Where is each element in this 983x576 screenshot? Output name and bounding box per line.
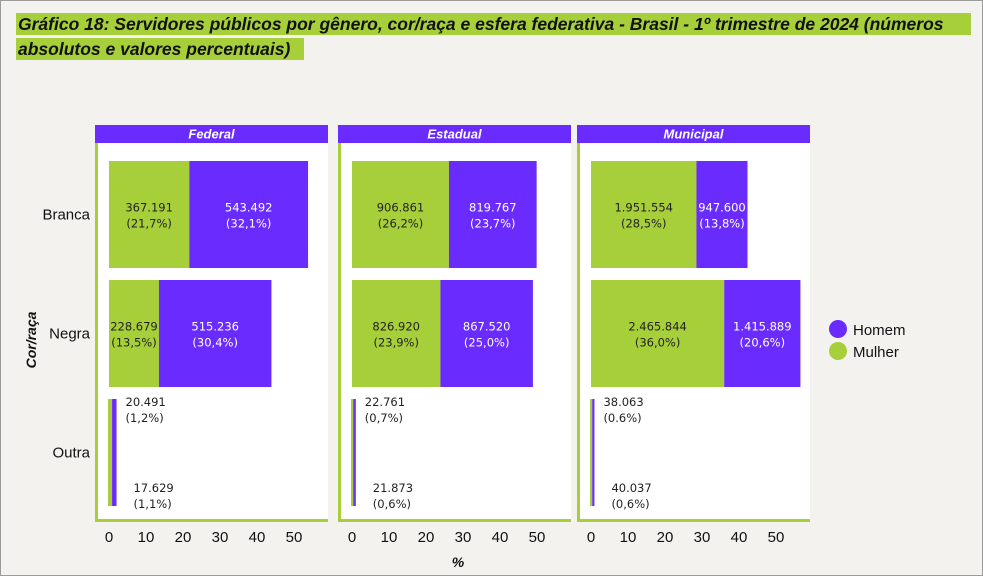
data-label-mulher-value-estadual-outra: 21.873 xyxy=(373,481,413,495)
data-label-homem-value-federal-outra: 20.491 xyxy=(126,395,166,409)
data-label-mulher-pct-federal-branca: (21,7%) xyxy=(126,217,172,231)
data-label-homem-pct-federal-outra: (1,2%) xyxy=(126,411,164,425)
data-label-homem-value-municipal-branca: 947.600 xyxy=(698,201,746,215)
legend-swatch-homem xyxy=(829,320,847,338)
x-tick-estadual-0: 0 xyxy=(348,529,356,546)
legend-label-mulher: Mulher xyxy=(853,344,899,361)
bar-homem-estadual-branca xyxy=(448,161,537,268)
data-label-mulher-pct-estadual-outra: (0,6%) xyxy=(373,497,411,511)
data-label-mulher-pct-estadual-negra: (23,9%) xyxy=(373,336,419,350)
x-tick-municipal-40: 40 xyxy=(731,529,748,546)
data-label-mulher-value-estadual-branca: 906.861 xyxy=(377,201,425,215)
data-label-homem-value-estadual-branca: 819.767 xyxy=(469,201,517,215)
y-category-label-branca: Branca xyxy=(42,207,90,224)
bar-homem-municipal-outra xyxy=(592,399,595,506)
x-tick-municipal-30: 30 xyxy=(694,529,711,546)
data-label-mulher-value-federal-outra: 17.629 xyxy=(134,481,174,495)
bar-mulher-federal-branca xyxy=(109,161,190,268)
bar-mulher-municipal-branca xyxy=(591,161,697,268)
chart-title-line-1: Gráfico 18: Servidores públicos por gêne… xyxy=(16,13,971,35)
x-tick-estadual-40: 40 xyxy=(492,529,509,546)
y-category-label-outra: Outra xyxy=(52,445,90,462)
data-label-homem-pct-federal-negra: (30,4%) xyxy=(192,336,238,350)
panel-bottom-border-municipal xyxy=(577,519,810,522)
y-axis-title: Cor/raça xyxy=(23,311,39,368)
y-category-label-negra: Negra xyxy=(49,326,91,343)
data-label-mulher-value-municipal-outra: 40.037 xyxy=(611,481,651,495)
data-label-homem-value-municipal-outra: 38.063 xyxy=(603,395,643,409)
data-label-mulher-pct-federal-negra: (13,5%) xyxy=(111,336,157,350)
legend-label-homem: Homem xyxy=(853,322,906,339)
data-label-mulher-value-municipal-branca: 1.951.554 xyxy=(614,201,673,215)
panel-left-border-federal xyxy=(95,143,98,522)
panel-left-border-estadual xyxy=(338,143,341,522)
data-label-mulher-pct-municipal-branca: (28,5%) xyxy=(621,217,667,231)
data-label-homem-pct-municipal-branca: (13,8%) xyxy=(699,217,745,231)
data-label-homem-value-estadual-outra: 22.761 xyxy=(365,395,405,409)
panel-header-federal xyxy=(95,125,328,143)
data-label-homem-pct-estadual-branca: (23,7%) xyxy=(470,217,516,231)
panel-title-municipal: Municipal xyxy=(664,127,724,142)
panel-title-federal: Federal xyxy=(188,127,235,142)
bar-homem-federal-outra xyxy=(112,399,117,506)
bar-homem-estadual-outra xyxy=(353,399,356,506)
x-tick-estadual-20: 20 xyxy=(418,529,435,546)
x-tick-estadual-10: 10 xyxy=(381,529,398,546)
bar-homem-municipal-negra xyxy=(724,280,801,387)
panel-title-estadual: Estadual xyxy=(427,127,482,142)
data-label-homem-pct-municipal-outra: (0.6%) xyxy=(603,411,641,425)
data-label-homem-pct-municipal-negra: (20,6%) xyxy=(740,336,786,350)
bar-homem-estadual-negra xyxy=(440,280,533,387)
data-label-mulher-pct-municipal-outra: (0,6%) xyxy=(611,497,649,511)
x-tick-federal-20: 20 xyxy=(175,529,192,546)
x-tick-municipal-20: 20 xyxy=(657,529,674,546)
data-label-homem-pct-federal-branca: (32,1%) xyxy=(226,217,272,231)
data-label-homem-value-municipal-negra: 1.415.889 xyxy=(733,320,792,334)
data-label-mulher-pct-estadual-branca: (26,2%) xyxy=(378,217,424,231)
chart-title-line-2: absolutos e valores percentuais) xyxy=(16,38,304,60)
x-tick-municipal-50: 50 xyxy=(768,529,785,546)
panel-bottom-border-estadual xyxy=(338,519,571,522)
bar-mulher-federal-negra xyxy=(109,280,159,387)
data-label-mulher-value-federal-negra: 228.679 xyxy=(110,320,158,334)
bar-mulher-federal-outra xyxy=(108,399,113,506)
x-tick-federal-10: 10 xyxy=(138,529,155,546)
bar-homem-federal-branca xyxy=(189,161,309,268)
bar-mulher-estadual-outra xyxy=(351,399,354,506)
bar-homem-municipal-branca xyxy=(696,161,748,268)
panel-bottom-border-federal xyxy=(95,519,328,522)
data-label-homem-value-federal-negra: 515.236 xyxy=(191,320,239,334)
bar-mulher-municipal-outra xyxy=(590,399,593,506)
data-label-homem-value-estadual-negra: 867.520 xyxy=(463,320,511,334)
panel-left-border-municipal xyxy=(577,143,580,522)
bar-mulher-estadual-negra xyxy=(352,280,441,387)
data-label-mulher-value-municipal-negra: 2.465.844 xyxy=(628,320,687,334)
x-tick-federal-30: 30 xyxy=(212,529,229,546)
data-label-homem-value-federal-branca: 543.492 xyxy=(225,201,273,215)
bar-mulher-municipal-negra xyxy=(591,280,725,387)
bar-mulher-estadual-branca xyxy=(352,161,449,268)
data-label-mulher-value-federal-branca: 367.191 xyxy=(125,201,173,215)
panel-header-municipal xyxy=(577,125,810,143)
panel-header-estadual xyxy=(338,125,571,143)
x-tick-federal-0: 0 xyxy=(105,529,113,546)
x-tick-estadual-30: 30 xyxy=(455,529,472,546)
data-label-homem-pct-estadual-outra: (0,7%) xyxy=(365,411,403,425)
legend-swatch-mulher xyxy=(829,342,847,360)
data-label-mulher-value-estadual-negra: 826.920 xyxy=(372,320,420,334)
bar-homem-federal-negra xyxy=(158,280,272,387)
data-label-homem-pct-estadual-negra: (25,0%) xyxy=(464,336,510,350)
x-axis-title: % xyxy=(452,554,465,570)
x-tick-federal-50: 50 xyxy=(286,529,303,546)
x-tick-municipal-0: 0 xyxy=(587,529,595,546)
x-tick-estadual-50: 50 xyxy=(529,529,546,546)
x-tick-municipal-10: 10 xyxy=(620,529,637,546)
x-tick-federal-40: 40 xyxy=(249,529,266,546)
data-label-mulher-pct-municipal-negra: (36,0%) xyxy=(635,336,681,350)
data-label-mulher-pct-federal-outra: (1,1%) xyxy=(134,497,172,511)
